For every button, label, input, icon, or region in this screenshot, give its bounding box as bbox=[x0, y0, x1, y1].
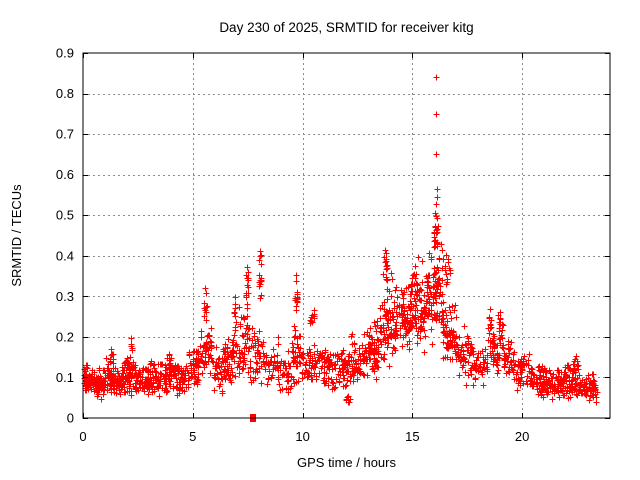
scatter-points-path bbox=[81, 74, 601, 406]
y-tick-label: 0.6 bbox=[56, 167, 74, 182]
tick-labels: 0 5 10 15 20 0 0.1 0.2 0.3 0.4 0.5 0.6 0.7 0.8 0.9 bbox=[56, 46, 529, 445]
y-tick-label: 0.1 bbox=[56, 370, 74, 385]
y-tick-label: 0.4 bbox=[56, 248, 74, 263]
x-tick-label: 15 bbox=[405, 429, 419, 444]
data-points bbox=[81, 74, 601, 406]
chart-title: Day 230 of 2025, SRMTID for receiver kit… bbox=[219, 20, 473, 35]
x-tick-label: 20 bbox=[515, 429, 529, 444]
y-tick-label: 0.5 bbox=[56, 208, 74, 223]
y-tick-label: 0.8 bbox=[56, 86, 74, 101]
y-tick-label: 0.2 bbox=[56, 329, 74, 344]
y-tick-label: 0.7 bbox=[56, 127, 74, 142]
x-axis-label: GPS time / hours bbox=[297, 455, 396, 470]
x-tick-label: 5 bbox=[189, 429, 196, 444]
x-tick-label: 0 bbox=[79, 429, 86, 444]
axis-ticks bbox=[83, 53, 610, 419]
gridlines bbox=[83, 53, 610, 418]
x-tick-label: 10 bbox=[295, 429, 309, 444]
y-tick-label: 0.9 bbox=[56, 46, 74, 61]
y-tick-label: 0 bbox=[67, 411, 74, 426]
y-axis-label: SRMTID / TECUs bbox=[9, 184, 24, 287]
plot-border bbox=[82, 52, 611, 419]
y-tick-label: 0.3 bbox=[56, 289, 74, 304]
